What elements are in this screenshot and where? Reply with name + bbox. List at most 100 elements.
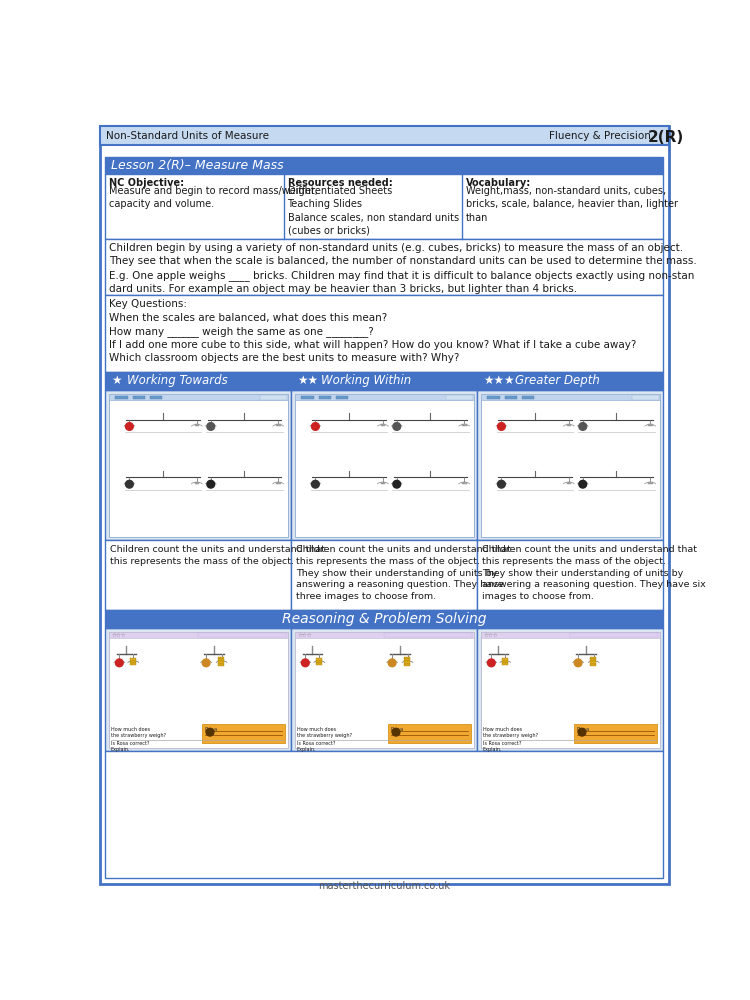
Text: Rosa: Rosa — [205, 727, 218, 732]
Bar — [278, 424, 280, 426]
Circle shape — [311, 423, 320, 430]
Circle shape — [125, 423, 134, 430]
Bar — [278, 482, 280, 484]
Text: Measure and begin to record mass/weight,
capacity and volume.: Measure and begin to record mass/weight,… — [110, 186, 318, 209]
Bar — [590, 661, 596, 664]
Bar — [446, 395, 472, 400]
Bar — [194, 424, 196, 426]
Bar — [196, 424, 200, 426]
Bar — [477, 540, 663, 610]
Bar — [316, 663, 322, 665]
Bar — [568, 482, 572, 484]
Text: ★: ★ — [112, 374, 122, 387]
Text: 2(R): 2(R) — [648, 130, 684, 145]
Circle shape — [393, 423, 400, 430]
Bar — [217, 657, 224, 659]
Bar — [570, 633, 658, 637]
Bar — [482, 632, 659, 748]
Text: Working Within: Working Within — [321, 374, 411, 387]
Bar — [319, 396, 331, 399]
Bar — [477, 628, 663, 751]
Text: masterthecurriculum.co.uk: masterthecurriculum.co.uk — [318, 881, 450, 891]
Bar — [302, 396, 313, 399]
Circle shape — [125, 480, 134, 488]
Bar — [574, 724, 657, 743]
Bar — [482, 394, 659, 400]
Text: Reasoning & Problem Solving: Reasoning & Problem Solving — [282, 612, 487, 626]
Bar — [105, 610, 663, 628]
Circle shape — [206, 728, 214, 736]
Bar — [488, 396, 500, 399]
Text: Fluency & Precision: Fluency & Precision — [550, 131, 651, 141]
Bar — [316, 661, 322, 663]
Bar — [382, 424, 386, 426]
Bar — [380, 482, 382, 484]
Bar — [296, 394, 473, 400]
Text: How much does
the strawberry weigh?: How much does the strawberry weigh? — [111, 727, 166, 738]
Bar — [105, 390, 291, 540]
Circle shape — [497, 480, 506, 488]
Bar — [105, 157, 663, 174]
Text: Resources needed:: Resources needed: — [287, 178, 392, 188]
Bar — [110, 632, 287, 748]
Circle shape — [207, 480, 214, 488]
Bar — [650, 424, 652, 426]
Bar — [505, 396, 517, 399]
Bar — [149, 396, 162, 399]
Bar — [116, 396, 128, 399]
Bar — [194, 482, 196, 484]
Text: Children begin by using a variety of non-standard units (e.g. cubes, bricks) to : Children begin by using a variety of non… — [110, 243, 697, 294]
Bar — [503, 661, 509, 663]
Circle shape — [311, 480, 320, 488]
Text: ☆☆☆: ☆☆☆ — [112, 633, 126, 638]
Bar — [296, 632, 473, 748]
Bar — [105, 372, 291, 390]
Bar — [196, 482, 200, 484]
Text: Children count the units and understand that
this represents the mass of the obj: Children count the units and understand … — [110, 545, 325, 566]
Bar — [217, 659, 224, 661]
Bar — [276, 424, 278, 426]
Text: Rosa: Rosa — [391, 727, 404, 732]
Circle shape — [202, 659, 210, 667]
Text: How much does
the strawberry weigh?: How much does the strawberry weigh? — [483, 727, 538, 738]
Bar — [217, 661, 224, 664]
Text: Key Questions:
When the scales are balanced, what does this mean?
How many _____: Key Questions: When the scales are balan… — [110, 299, 637, 363]
Bar — [296, 394, 473, 537]
Bar — [590, 664, 596, 666]
Bar — [291, 540, 477, 610]
Text: Non-Standard Units of Measure: Non-Standard Units of Measure — [106, 131, 269, 141]
Bar — [276, 482, 278, 484]
Bar — [482, 632, 659, 638]
Text: Children count the units and understand that
this represents the mass of the obj: Children count the units and understand … — [296, 545, 511, 601]
Bar — [105, 174, 663, 239]
Bar — [130, 658, 136, 661]
Bar — [105, 628, 291, 751]
Bar — [404, 657, 410, 659]
Circle shape — [116, 659, 123, 667]
Bar — [650, 482, 652, 484]
Text: ★★★: ★★★ — [484, 374, 515, 387]
Text: Is Rosa correct?
Explain.: Is Rosa correct? Explain. — [111, 741, 149, 752]
Bar — [105, 540, 291, 610]
Text: How much does
the strawberry weigh?: How much does the strawberry weigh? — [297, 727, 352, 738]
Circle shape — [574, 659, 582, 667]
Text: Rosa: Rosa — [577, 727, 590, 732]
Bar — [503, 663, 509, 665]
Bar — [648, 482, 650, 484]
Bar — [335, 396, 348, 399]
Text: Working Towards: Working Towards — [127, 374, 228, 387]
Circle shape — [393, 480, 400, 488]
Circle shape — [579, 423, 586, 430]
Bar — [648, 424, 650, 426]
Bar — [404, 659, 410, 661]
Bar — [105, 239, 663, 295]
Text: Is Rosa correct?
Explain.: Is Rosa correct? Explain. — [297, 741, 335, 752]
Bar — [568, 424, 572, 426]
Bar — [202, 724, 285, 743]
Bar — [566, 482, 568, 484]
Bar — [100, 126, 669, 145]
Circle shape — [388, 659, 396, 667]
Text: Children count the units and understand that
this represents the mass of the obj: Children count the units and understand … — [482, 545, 706, 601]
Bar — [291, 628, 477, 751]
Circle shape — [579, 480, 586, 488]
